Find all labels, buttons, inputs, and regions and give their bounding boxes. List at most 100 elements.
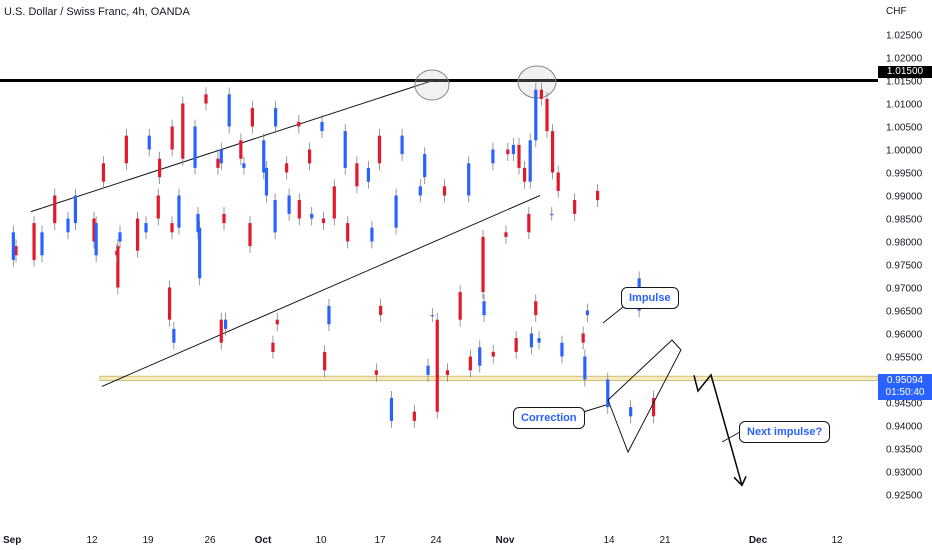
candle-body (170, 126, 174, 150)
y-tick-label: 1.02500 (886, 31, 923, 42)
candle-body (73, 195, 78, 224)
candle-body (581, 333, 585, 343)
candle-body (418, 186, 422, 196)
candle-body (442, 186, 447, 196)
resistance-price-label: 1.01500 (878, 66, 932, 78)
candle-body (116, 246, 120, 288)
candle-body (534, 89, 538, 141)
next-impulse-callout[interactable]: Next impulse? (739, 421, 831, 443)
y-tick-label: 0.98500 (886, 215, 923, 226)
candle-body (135, 218, 140, 251)
candle-body (355, 163, 359, 187)
candle-body (307, 149, 312, 164)
impulse-callout-text: Impulse (629, 292, 671, 304)
candle-body (504, 232, 508, 237)
candle-body (445, 370, 450, 375)
candle-body (239, 140, 243, 159)
candle-body (423, 154, 427, 178)
x-tick-label: 10 (315, 535, 327, 546)
candle-body (216, 158, 220, 168)
candle-body (92, 218, 96, 242)
candle-body (595, 190, 600, 201)
candle-body (196, 213, 200, 233)
x-tick-label: Nov (496, 535, 515, 546)
y-tick-label: 1.01500 (886, 77, 923, 88)
projection-path (693, 373, 743, 486)
candle-body (275, 319, 279, 325)
x-tick-label: 26 (204, 535, 216, 546)
candle-body (40, 232, 44, 256)
x-tick-label: 14 (603, 535, 615, 546)
candle-body (327, 305, 331, 325)
candle-body (478, 347, 482, 366)
next-impulse-pointer (721, 431, 741, 443)
candle-body (482, 301, 486, 316)
candle-body (551, 131, 555, 173)
candle-body (377, 135, 382, 164)
y-tick-label: 0.94500 (886, 399, 923, 410)
candle-body (539, 89, 543, 99)
candle-body (458, 292, 462, 320)
x-tick-label: Sep (3, 535, 21, 546)
candle-body (287, 195, 291, 214)
candle-body (198, 227, 202, 279)
candle-body (583, 356, 587, 380)
candle-body (556, 172, 560, 191)
candle-body (144, 223, 148, 233)
candle-body (223, 319, 228, 329)
candle-body (426, 365, 430, 375)
candle-body (222, 213, 226, 224)
candle-body (297, 121, 301, 127)
candle-body (101, 163, 106, 182)
candle-body (343, 131, 347, 168)
y-tick-label: 0.97500 (886, 261, 923, 272)
impulse-pointer (602, 306, 624, 324)
candle-body (514, 338, 518, 352)
x-tick-label: 19 (142, 535, 154, 546)
candle-body (181, 103, 185, 159)
candle-body (66, 218, 70, 233)
y-tick-label: 0.95500 (886, 353, 923, 364)
candle-body (517, 144, 521, 168)
candle-body (297, 200, 301, 219)
x-tick-label: 21 (659, 535, 671, 546)
y-tick-label: 1.00500 (886, 123, 923, 134)
x-tick-label: 24 (430, 535, 442, 546)
candle-body (193, 126, 197, 168)
candle-body (394, 195, 398, 228)
candle-body (491, 149, 495, 164)
candle-body (172, 328, 176, 343)
correction-callout[interactable]: Correction (513, 407, 585, 429)
support-zone (99, 375, 879, 381)
x-tick-label: Oct (255, 535, 272, 546)
candle-body (94, 223, 98, 256)
candle-body (248, 223, 252, 247)
candle-body (537, 338, 541, 343)
x-tick-label: 17 (374, 535, 386, 546)
candle-body (323, 351, 327, 371)
next-impulse-callout-text: Next impulse? (747, 426, 823, 438)
candle-body (366, 167, 370, 182)
candle-body (585, 310, 590, 316)
candle-body (242, 163, 246, 168)
candle-body (550, 213, 554, 216)
y-tick-label: 0.92500 (886, 491, 923, 502)
candle-body (310, 213, 314, 219)
candle-body (651, 397, 656, 417)
channel-lower-line (101, 195, 541, 387)
y-tick-label: 0.93000 (886, 468, 923, 479)
y-tick-label: 1.01000 (886, 100, 923, 111)
candle-body (250, 108, 254, 127)
y-tick-label: 0.98000 (886, 238, 923, 249)
candle-body (545, 98, 549, 132)
projection-arrowhead (733, 475, 747, 487)
candle-body (629, 407, 633, 417)
candle-body (118, 232, 122, 242)
impulse-callout[interactable]: Impulse (621, 287, 679, 309)
candle-body (412, 411, 416, 421)
candle-body (271, 342, 275, 352)
candle-body (573, 200, 577, 214)
candle-body (320, 121, 324, 132)
candle-body (11, 232, 15, 260)
